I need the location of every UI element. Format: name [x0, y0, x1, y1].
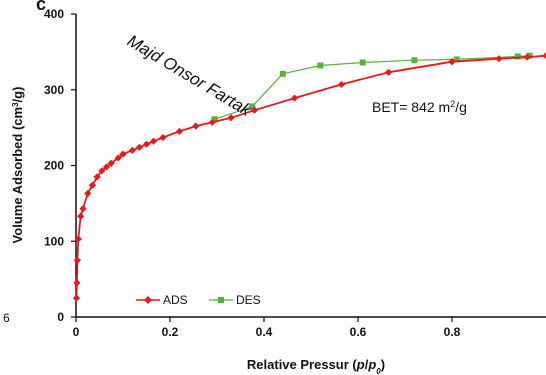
data-point-ads	[159, 133, 167, 142]
x-tick-label: 0.2	[162, 325, 179, 339]
panel-letter: c	[36, 0, 46, 14]
data-point-des	[249, 103, 256, 110]
bet-annotation: BET= 842 m2/g	[372, 99, 467, 115]
x-axis-title-p0: p	[367, 357, 376, 372]
data-point-ads	[98, 167, 106, 175]
x-axis-title-slash: /	[365, 357, 369, 372]
data-point-ads	[73, 279, 81, 287]
y-tick-label: 400	[44, 7, 64, 21]
data-point-ads	[384, 68, 393, 76]
data-point-ads	[93, 173, 101, 181]
stray-left-label: 6	[3, 311, 10, 325]
x-tick-label: 0	[73, 325, 80, 339]
data-point-des	[279, 70, 286, 77]
data-point-ads	[290, 94, 299, 102]
x-ticks: 0 0.2 0.4 0.6 0.8	[73, 317, 461, 339]
data-point-des	[211, 116, 218, 123]
data-point-des	[453, 56, 460, 63]
y-axis-title-main: Volume Adsorbed (cm	[10, 107, 25, 244]
data-point-des	[359, 59, 366, 66]
y-axis-title-tail: /g)	[10, 87, 25, 103]
data-point-des	[514, 53, 521, 60]
data-point-ads	[102, 163, 111, 171]
data-point-ads	[114, 154, 122, 162]
bet-annotation-prefix: BET= 842 m	[372, 99, 450, 115]
y-tick-label: 200	[44, 159, 64, 173]
data-point-ads	[448, 58, 456, 66]
data-point-ads	[337, 80, 346, 89]
data-point-ads	[135, 143, 144, 151]
y-tick-label: 300	[44, 83, 64, 97]
legend-des-label: DES	[236, 293, 261, 307]
data-point-ads	[208, 118, 216, 126]
watermark-text: Majd Onsor Fartak	[124, 31, 256, 121]
bet-annotation-suffix: /g	[455, 99, 467, 115]
legend-ads-marker	[144, 296, 152, 304]
y-tick-label: 0	[57, 310, 64, 324]
legend-ads-label: ADS	[163, 293, 188, 307]
data-point-ads	[251, 106, 259, 114]
y-axis-title-sup: 3	[11, 102, 20, 107]
data-point-ads	[119, 150, 127, 158]
data-point-ads	[495, 55, 503, 63]
data-point-des	[411, 57, 418, 64]
x-axis-title-p: p	[356, 357, 365, 372]
x-tick-label: 0.8	[444, 325, 461, 339]
data-point-ads	[79, 205, 87, 213]
y-axis-title: Volume Adsorbed (cm3/g)	[10, 87, 25, 244]
data-point-ads	[149, 137, 158, 145]
data-point-ads	[74, 235, 82, 243]
x-tick-label: 0.4	[256, 325, 273, 339]
x-axis-title-p0-sub: 0	[376, 367, 381, 375]
x-axis-title: Relative Pressur (p/p0)	[247, 357, 385, 375]
data-point-ads	[107, 159, 115, 167]
y-ticks: 0 100 200 300 400	[44, 7, 76, 324]
data-point-ads	[523, 53, 531, 61]
data-point-ads	[542, 52, 546, 60]
data-point-ads	[77, 212, 85, 220]
data-point-ads	[192, 122, 200, 130]
data-point-ads	[227, 114, 235, 122]
data-point-des	[317, 62, 324, 69]
x-axis-title-close: )	[381, 357, 385, 372]
legend-item-ads: ADS	[136, 293, 188, 307]
data-point-ads	[142, 140, 151, 148]
legend-des-marker	[218, 297, 224, 303]
y-tick-label: 100	[44, 234, 64, 248]
x-tick-label: 0.6	[350, 325, 367, 339]
data-point-ads	[88, 181, 97, 189]
series-ads	[72, 52, 546, 302]
data-point-ads	[72, 294, 81, 302]
data-point-ads	[84, 189, 92, 198]
data-point-ads	[175, 127, 183, 136]
series-layer	[72, 52, 546, 302]
data-point-ads	[73, 256, 82, 264]
data-point-des	[526, 52, 533, 59]
data-point-ads	[128, 146, 136, 154]
legend-item-des: DES	[209, 293, 261, 307]
legend: ADS DES	[136, 293, 261, 307]
series-line-ads	[75, 54, 546, 299]
x-axis-title-main: Relative Pressur (	[247, 357, 358, 372]
bet-annotation-sup: 2	[450, 99, 455, 109]
